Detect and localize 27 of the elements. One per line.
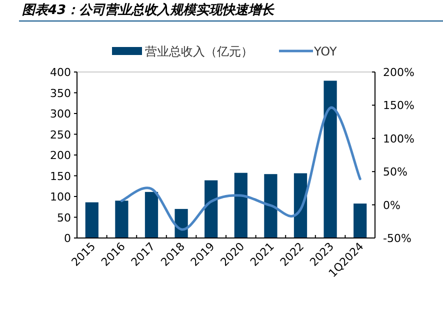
y-tick-label: 150 bbox=[50, 170, 71, 183]
legend-label: 营业总收入（亿元） bbox=[145, 44, 253, 58]
y2-tick-label: 50% bbox=[383, 166, 408, 179]
bar bbox=[85, 202, 98, 238]
bar bbox=[144, 192, 158, 238]
bar bbox=[115, 200, 128, 238]
chart-title: 图表43：公司营业总收入规模实现快速增长 bbox=[22, 2, 276, 18]
bar bbox=[234, 172, 248, 238]
line-series bbox=[120, 106, 362, 231]
y2-tick-label: 200% bbox=[383, 66, 414, 79]
y-tick-label: 100 bbox=[50, 190, 71, 204]
y2-tick-label: -50% bbox=[383, 232, 412, 245]
y2-tick-label: 100% bbox=[383, 132, 414, 146]
y2-tick-label: 150% bbox=[383, 99, 414, 112]
y-tick-label: 350 bbox=[50, 86, 71, 100]
y-tick-label: 200 bbox=[50, 149, 71, 162]
y-tick-label: 250 bbox=[50, 128, 71, 142]
legend-label: YOY bbox=[313, 44, 338, 58]
y-tick-label: 0 bbox=[64, 232, 71, 245]
y-tick-label: 300 bbox=[50, 108, 71, 120]
y-tick-label: 50 bbox=[57, 211, 71, 224]
bar bbox=[264, 174, 278, 238]
bar bbox=[354, 204, 367, 238]
y-tick-label: 400 bbox=[50, 66, 71, 79]
bar bbox=[324, 80, 337, 238]
y2-tick-label: 0% bbox=[383, 198, 400, 212]
bar bbox=[204, 180, 218, 238]
